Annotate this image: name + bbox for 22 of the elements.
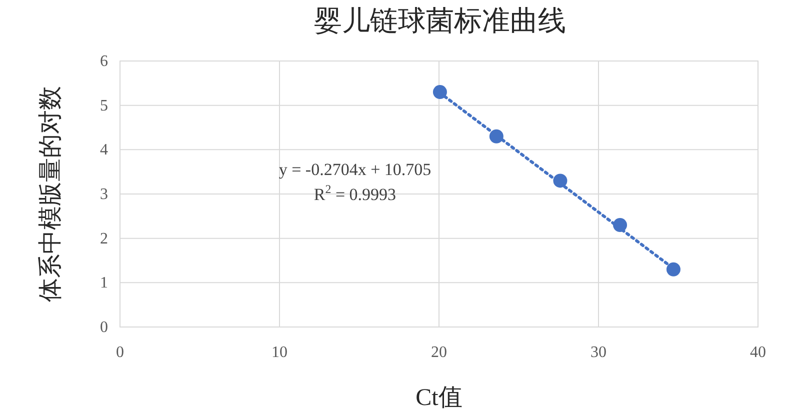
x-tick-label: 0 (116, 344, 124, 361)
y-tick-label: 6 (100, 53, 108, 70)
x-tick-label: 30 (590, 344, 606, 361)
y-axis-title: 体系中模版量的对数 (38, 86, 64, 302)
x-tick-label: 40 (750, 344, 766, 361)
annotation: y = -0.2704x + 10.705 (278, 160, 432, 179)
point (613, 218, 628, 232)
x-tick-label: 10 (272, 344, 288, 361)
annotation: R$^{2}$ = 0.9993 (314, 182, 396, 204)
y-tick-label: 2 (100, 230, 108, 248)
y-tick-label: 0 (100, 319, 108, 336)
y-tick-label: 4 (100, 142, 108, 159)
point (666, 262, 680, 276)
y-tick-label: 5 (100, 97, 108, 114)
x-tick-label: 20 (431, 344, 447, 361)
x-axis-title: Ct值 (416, 385, 462, 411)
point (432, 85, 447, 100)
point (553, 174, 568, 188)
chart-title: 婴儿链球菌标准曲线 (314, 6, 566, 37)
point (489, 129, 504, 144)
y-tick-label: 1 (100, 274, 108, 292)
y-tick-label: 3 (100, 186, 108, 203)
